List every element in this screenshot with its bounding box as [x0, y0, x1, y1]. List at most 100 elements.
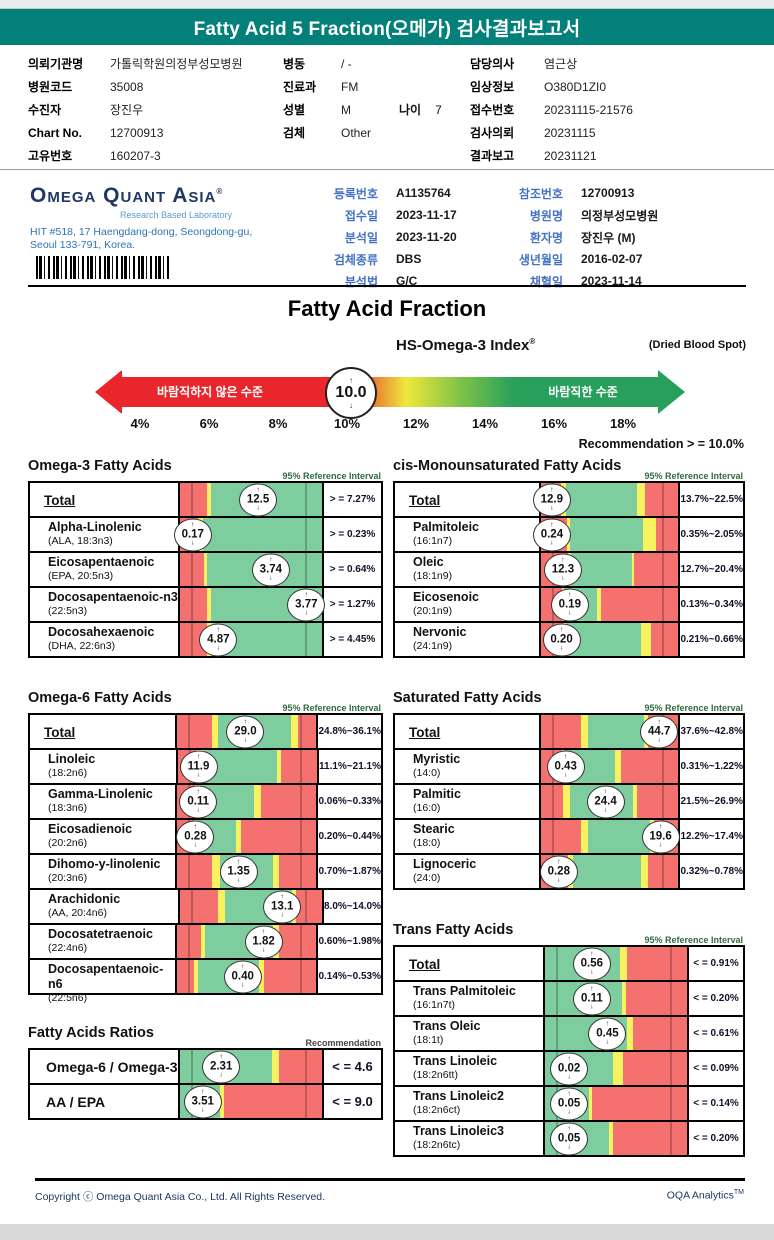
patient-field-value: 20231121 — [544, 148, 597, 163]
bar-zone-yellow — [291, 715, 299, 748]
fatty-acid-name-cell: Docosapentaenoic-n3 (22:5n3) — [30, 588, 178, 621]
reference-value: < = 4.6 — [332, 1059, 373, 1074]
bar-gridline — [191, 890, 194, 923]
fatty-acid-notation: (16:1n7) — [413, 535, 453, 547]
fatty-acid-notation: (20:2n6) — [48, 837, 88, 849]
up-arrow-icon: ↑ — [590, 950, 594, 958]
bar-gridline — [191, 553, 194, 586]
bar-gridline — [299, 855, 302, 888]
result-value-marker: ↑ 0.45 ↓ — [588, 1017, 627, 1050]
bar-zone-yellow — [613, 1052, 624, 1085]
bar-gridline — [191, 588, 194, 621]
patient-info-row: 담당의사 염근상 — [470, 52, 633, 75]
bar-gridline — [661, 855, 664, 888]
patient-field-label: 진료과 — [283, 80, 317, 94]
result-bar: ↑ 0.24 ↓ — [532, 518, 681, 551]
table-row: Total ↑ 12.5 ↓ > = 7.27% — [30, 483, 381, 516]
bar-gridline — [669, 1052, 672, 1085]
bar-zone-red — [634, 553, 679, 586]
patient-info-row: 진료과 FM — [283, 75, 442, 98]
gauge-tick-label: 12% — [402, 416, 430, 431]
up-arrow-icon: ↑ — [200, 1088, 205, 1096]
gauge-gradient-bar — [120, 377, 660, 407]
result-value-marker: ↑ 0.11 ↓ — [179, 785, 218, 818]
patient-field-value: M — [341, 102, 351, 117]
up-arrow-icon: ↑ — [559, 626, 564, 634]
fatty-acid-notation: (20:3n6) — [48, 872, 88, 884]
fatty-acid-notation: (ALA, 18:3n3) — [48, 535, 113, 547]
fatty-acid-name-cell: Eicosenoic (20:1n9) — [395, 588, 539, 621]
up-arrow-icon: ↑ — [567, 1125, 571, 1133]
result-bar: ↑ 13.1 ↓ — [178, 890, 324, 923]
down-arrow-icon: ↓ — [280, 911, 284, 919]
patient-field-value: 12700913 — [110, 125, 164, 140]
results-table: Total ↑ 0.56 ↓ < = 0.91% Trans Palmitoleic (16… — [393, 945, 745, 1157]
bar-zone-yellow — [641, 855, 649, 888]
result-value: 0.20 — [550, 633, 573, 646]
lab-address-line1: HIT #518, 17 Haengdang-dong, Seongdong-g… — [30, 226, 253, 238]
up-arrow-icon: ↑ — [563, 753, 568, 761]
bar-zone-green — [572, 855, 642, 888]
bar-gridline — [661, 518, 664, 551]
reference-value: < = 0.61% — [693, 1028, 739, 1039]
result-bar: ↑ 4.87 ↓ — [178, 623, 324, 656]
patient-info-row: 고유번호 160207-3 — [28, 144, 242, 167]
result-value-marker: ↑ 1.35 ↓ — [219, 855, 258, 888]
bar-zone-red — [627, 947, 687, 980]
up-arrow-icon: ↑ — [568, 591, 572, 599]
fatty-acid-notation: (EPA, 20:5n3) — [48, 570, 114, 582]
result-value: 4.87 — [207, 633, 230, 646]
table-row: Nervonic (24:1n9) ↑ 0.20 ↓ 0.21%~0.66% — [395, 621, 743, 656]
bar-zone-yellow — [206, 588, 212, 621]
bar-zone-yellow — [276, 750, 281, 783]
reference-interval-header: 95% Reference Interval — [644, 471, 743, 481]
fatty-acid-notation: (AA, 20:4n6) — [48, 907, 107, 919]
fatty-acid-name: Eicosenoic — [413, 590, 479, 604]
result-value-marker: ↑ 0.24 ↓ — [532, 518, 571, 551]
results-table: Total ↑ 44.7 ↓ 37.6%~42.8% Myristic (14:0) ↑ 0.4… — [393, 713, 745, 890]
reference-value: 0.14%~0.53% — [318, 971, 381, 982]
down-arrow-icon: ↓ — [603, 806, 608, 814]
result-value-marker: ↑ 0.28 ↓ — [176, 820, 215, 853]
registration-row: 등록번호 A1135764 — [285, 182, 457, 204]
fatty-acid-notation: (20:1n9) — [413, 605, 453, 617]
patient-info-row: 검체 Other — [283, 121, 442, 144]
result-value: 0.56 — [580, 957, 604, 970]
bar-gridline — [188, 715, 191, 748]
reference-value: 37.6%~42.8% — [680, 726, 743, 737]
result-bar: ↑ 0.45 ↓ — [543, 1017, 689, 1050]
result-bar: ↑ 0.11 ↓ — [175, 785, 319, 818]
bar-gridline — [299, 820, 302, 853]
registration-field-label: 검체종류 — [333, 252, 378, 267]
result-bar: ↑ 0.11 ↓ — [543, 982, 689, 1015]
reference-value: > = 1.27% — [329, 599, 376, 610]
down-arrow-icon: ↓ — [261, 946, 266, 954]
result-bar: ↑ 0.05 ↓ — [543, 1122, 689, 1155]
reference-value: < = 0.91% — [693, 958, 739, 969]
bar-zone-yellow — [597, 588, 602, 621]
bar-gridline — [304, 518, 307, 551]
patient-field-label: 성별 — [283, 103, 306, 117]
bar-zone-green — [587, 715, 645, 748]
patient-info-col3: 담당의사 염근상 임상정보 O380D1ZI0 접수번호 20231115-21576 검사… — [470, 52, 633, 167]
fatty-acid-name-cell: Arachidonic (AA, 20:4n6) — [30, 890, 178, 923]
table-row: Eicosapentaenoic (EPA, 20:5n3) ↑ 3.74 ↓ > = 0… — [30, 551, 381, 586]
fatty-acid-name-cell: Total — [395, 947, 543, 980]
result-value-marker: ↑ 0.19 ↓ — [550, 588, 589, 621]
registration-field-value: 2016-02-07 — [581, 252, 643, 266]
registration-row: 병원명 의정부성모병원 — [470, 204, 658, 226]
table-row: Myristic (14:0) ↑ 0.43 ↓ 0.31%~1.22% — [395, 748, 743, 783]
bar-zone-red — [180, 890, 219, 923]
bar-zone-yellow — [633, 785, 638, 818]
reference-value: 0.35%~2.05% — [680, 529, 743, 540]
bar-zone-yellow — [235, 820, 242, 853]
down-arrow-icon: ↓ — [236, 876, 241, 884]
bar-gridline — [661, 785, 664, 818]
fatty-acid-name: AA / EPA — [46, 1094, 106, 1110]
registration-field-value: 장진우 (M) — [581, 230, 636, 245]
reference-value: < = 0.20% — [693, 1133, 739, 1144]
dried-blood-spot-note: (Dried Blood Spot) — [648, 339, 746, 351]
cis-mono-table-section: cis-Monounsaturated Fatty Acids 95% Refer… — [393, 458, 745, 658]
result-value: 0.45 — [596, 1027, 619, 1040]
bar-gridline — [669, 1087, 672, 1120]
